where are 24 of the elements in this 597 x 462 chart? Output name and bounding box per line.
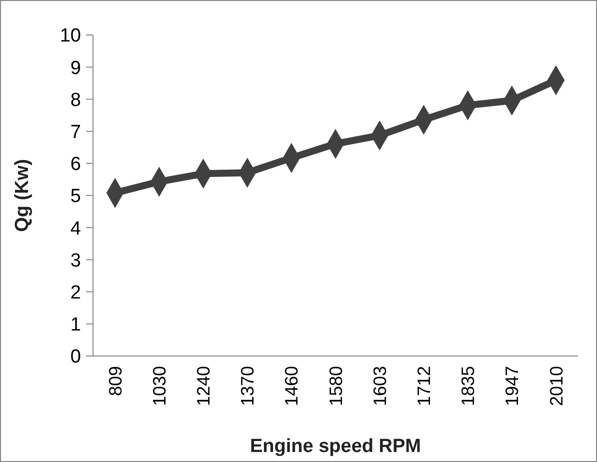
x-tick-label: 1603 bbox=[370, 366, 390, 406]
y-tick-label: 6 bbox=[70, 154, 81, 176]
y-tick-label: 2 bbox=[70, 282, 81, 304]
x-tick-label: 1947 bbox=[502, 366, 522, 406]
y-tick-label: 0 bbox=[70, 346, 81, 368]
x-tick-label: 1240 bbox=[194, 366, 214, 406]
y-tick-label: 4 bbox=[70, 218, 82, 240]
x-tick-label: 2010 bbox=[546, 366, 566, 406]
x-tick-label: 1580 bbox=[326, 366, 346, 406]
y-tick-label: 5 bbox=[70, 186, 81, 208]
y-tick-label: 3 bbox=[70, 250, 81, 272]
y-tick-label: 9 bbox=[70, 58, 81, 79]
x-tick-label: 1712 bbox=[414, 366, 434, 406]
y-tick-label: 10 bbox=[60, 26, 81, 47]
x-tick-label: 1030 bbox=[149, 366, 170, 406]
x-tick-label: 1835 bbox=[458, 366, 478, 406]
y-tick-label: 7 bbox=[70, 122, 81, 143]
x-tick-label: 1460 bbox=[282, 366, 302, 406]
x-tick-label: 809 bbox=[105, 366, 126, 396]
y-axis-title: Qg (Kw) bbox=[12, 159, 33, 232]
y-tick-label: 1 bbox=[70, 314, 81, 336]
y-tick-label: 8 bbox=[70, 90, 81, 111]
x-axis-title: Engine speed RPM bbox=[250, 436, 422, 457]
x-tick-label: 1370 bbox=[238, 366, 258, 406]
